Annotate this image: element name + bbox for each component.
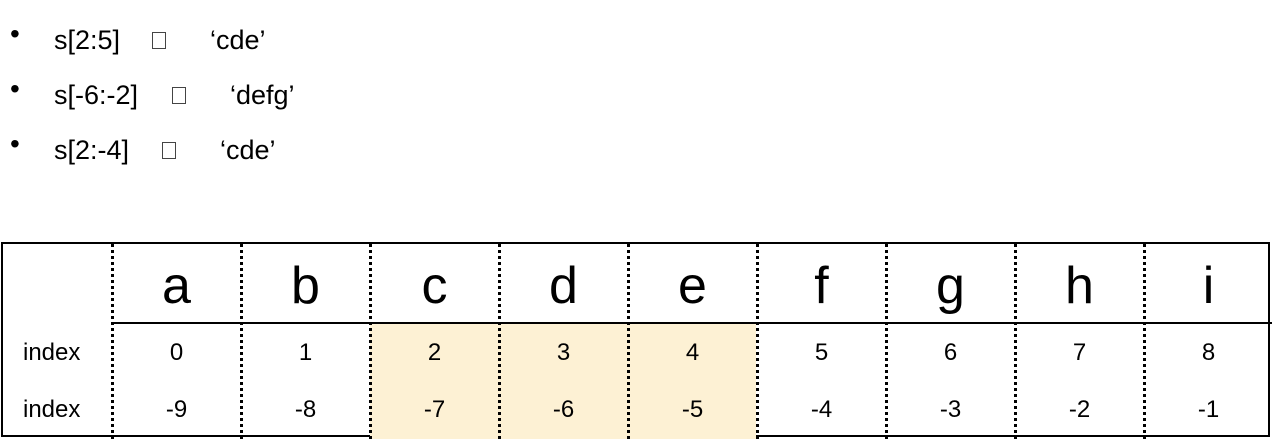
column-separator xyxy=(369,244,372,439)
negative-index-cell: -7 xyxy=(423,396,446,423)
char-cell: b xyxy=(291,257,320,315)
column-separator xyxy=(1143,244,1146,439)
positive-index-cell: 7 xyxy=(1072,339,1087,366)
arrow-glyph-icon xyxy=(172,87,186,104)
positive-index-cell: 3 xyxy=(556,339,571,366)
slice-highlight xyxy=(370,323,756,439)
char-cell: a xyxy=(162,257,191,315)
column-separator xyxy=(111,244,114,439)
bullet-dot: • xyxy=(10,128,20,159)
char-cell: g xyxy=(936,257,965,315)
slice-result: ‘cde’ xyxy=(210,25,266,55)
positive-index-cell: 6 xyxy=(943,339,958,366)
negative-index-cell: -2 xyxy=(1068,396,1091,423)
char-cell: e xyxy=(678,257,707,315)
char-cell: d xyxy=(549,257,578,315)
row-label-positive-index: index xyxy=(23,339,81,366)
negative-index-cell: -5 xyxy=(681,396,704,423)
bullet-dot: • xyxy=(10,18,20,49)
positive-index-cell: 0 xyxy=(169,339,184,366)
positive-index-cell: 4 xyxy=(685,339,700,366)
positive-index-cell: 2 xyxy=(427,339,442,366)
negative-index-cell: -8 xyxy=(294,396,317,423)
char-cell: c xyxy=(421,257,448,315)
slice-expression: s[-6:-2] xyxy=(54,80,139,110)
slice-examples-list: • s[2:5] ‘cde’ • s[-6:-2] ‘defg’ • s[2:-… xyxy=(0,0,600,200)
slice-result: ‘cde’ xyxy=(220,135,276,165)
slice-expression: s[2:5] xyxy=(54,25,121,55)
bullet-dot: • xyxy=(10,73,20,104)
char-cell: i xyxy=(1202,257,1215,315)
positive-index-cell: 8 xyxy=(1201,339,1216,366)
slice-expression: s[2:-4] xyxy=(54,135,130,165)
char-cell: f xyxy=(814,257,829,315)
column-separator xyxy=(627,244,630,439)
char-cell: h xyxy=(1065,257,1094,315)
negative-index-cell: -1 xyxy=(1197,396,1220,423)
negative-index-cell: -9 xyxy=(165,396,188,423)
column-separator xyxy=(1014,244,1017,439)
negative-index-cell: -3 xyxy=(939,396,962,423)
header-divider xyxy=(111,322,1272,324)
positive-index-cell: 5 xyxy=(814,339,829,366)
row-label-negative-index: index xyxy=(23,396,81,423)
column-separator xyxy=(756,244,759,439)
negative-index-cell: -6 xyxy=(552,396,575,423)
slice-result: ‘defg’ xyxy=(230,80,295,110)
column-separator xyxy=(498,244,501,439)
arrow-glyph-icon xyxy=(162,142,176,159)
string-index-table: index index a 0 -9 b 1 -8 c 2 -7 d 3 -6 e 4 -5 f 5 -4 g 6 -3… xyxy=(1,242,1272,439)
arrow-glyph-icon xyxy=(152,32,166,49)
positive-index-cell: 1 xyxy=(298,339,313,366)
column-separator xyxy=(240,244,243,439)
column-separator xyxy=(885,244,888,439)
negative-index-cell: -4 xyxy=(810,396,833,423)
